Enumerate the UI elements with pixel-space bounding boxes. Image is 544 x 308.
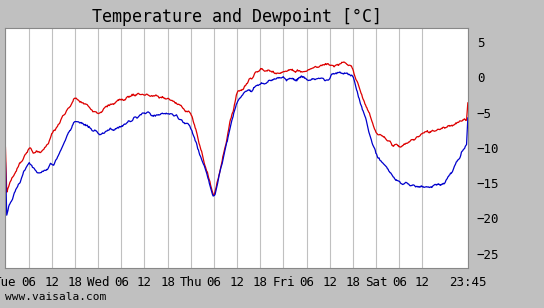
Text: www.vaisala.com: www.vaisala.com: [5, 292, 107, 302]
Title: Temperature and Dewpoint [°C]: Temperature and Dewpoint [°C]: [91, 8, 382, 26]
